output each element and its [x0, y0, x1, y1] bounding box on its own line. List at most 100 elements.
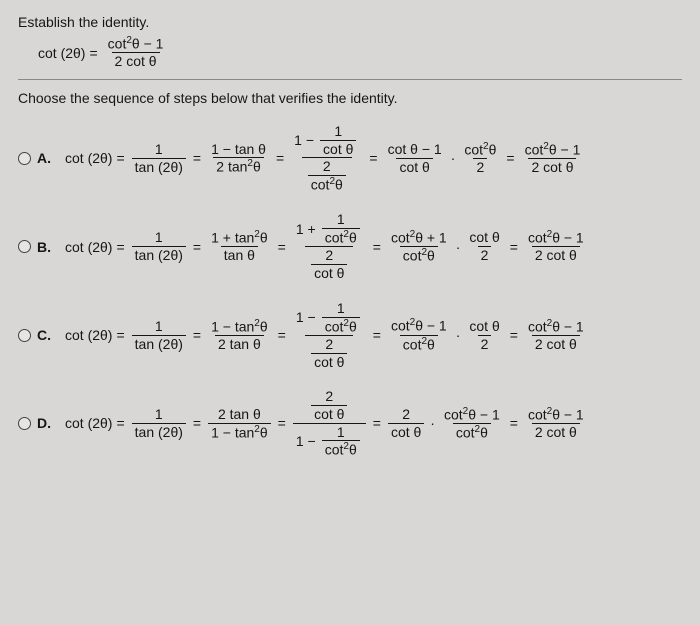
equals-sign: =: [89, 45, 97, 61]
numerator: cot2θ: [461, 142, 499, 158]
fraction: cot θ2: [466, 319, 502, 351]
dot: ·: [430, 415, 435, 431]
step: 1 − tan θ2 tan2θ: [205, 142, 272, 175]
numerator: cot2θ − 1: [441, 407, 503, 423]
numerator: cot2θ − 1: [525, 319, 587, 335]
denominator: tan θ: [221, 246, 258, 263]
equals-sign: =: [278, 327, 286, 343]
numerator: 1 −1cot2θ: [293, 301, 366, 335]
fraction: cot θ − 1cot θ: [385, 142, 445, 174]
step: cot θ − 1cot θ·cot2θ2: [382, 142, 503, 175]
denominator: tan (2θ): [132, 423, 186, 440]
fraction: 1 + tan2θtan θ: [208, 230, 271, 263]
step: cot2θ − 12 cot θ: [519, 142, 587, 175]
numerator: cot2θ − 1: [525, 230, 587, 246]
radio-button[interactable]: [18, 417, 31, 430]
complex-fraction: 1 +1cot2θ2cot θ: [293, 212, 366, 280]
fraction: 1 − tan2θ2 tan θ: [208, 319, 271, 352]
step: 1 −1cot2θ2cot θ: [290, 301, 369, 369]
dot: ·: [456, 239, 461, 255]
denominator: 2cot θ: [305, 246, 353, 280]
radio-button[interactable]: [18, 152, 31, 165]
choice-letter: C.: [37, 327, 51, 343]
fraction: 2cot θ: [388, 407, 424, 439]
fraction: cot2θ − 12 cot θ: [525, 407, 587, 440]
denominator: cot θ: [388, 423, 424, 440]
denominator: cot θ: [311, 405, 347, 422]
numerator: cot2θ + 1: [388, 230, 450, 246]
dot: ·: [451, 150, 456, 166]
fraction: 1tan (2θ): [132, 407, 186, 439]
fraction: cot2θ − 12 cot θ: [525, 230, 587, 263]
fraction: 1tan (2θ): [132, 230, 186, 262]
numerator: 1: [152, 319, 166, 335]
denominator: 2 cot θ: [528, 158, 576, 175]
choice-letter: A.: [37, 150, 51, 166]
numerator: 1 −1cot θ: [291, 124, 362, 157]
step: 1tan (2θ): [129, 142, 189, 174]
step: 2cot θ1 −1cot2θ: [290, 389, 369, 457]
fraction: 2cot θ: [311, 389, 347, 421]
numerator: 1 + tan2θ: [208, 230, 271, 246]
numerator: 2: [320, 159, 334, 175]
choice-letter: B.: [37, 239, 51, 255]
fraction: 1cot2θ: [322, 212, 360, 245]
fraction: 1cot2θ: [322, 425, 360, 458]
statement: Establish the identity.: [18, 14, 682, 30]
choice-expression: cot (2θ)=1tan (2θ)=1 + tan2θtan θ=1 +1co…: [65, 212, 590, 280]
numerator: 1: [152, 142, 166, 158]
choices-list: A.cot (2θ)=1tan (2θ)=1 − tan θ2 tan2θ=1 …: [18, 124, 682, 458]
numerator: cot θ: [466, 230, 502, 246]
fraction: 2cot2θ: [308, 159, 346, 192]
step: 2 tan θ1 − tan2θ: [205, 407, 274, 440]
fraction: 2 tan θ1 − tan2θ: [208, 407, 271, 440]
denominator: 2 cot θ: [532, 246, 580, 263]
page: Establish the identity. cot (2θ) = cot2θ…: [0, 0, 700, 478]
complex-fraction: 1 −1cot θ2cot2θ: [291, 124, 362, 192]
step: 1 +1cot2θ2cot θ: [290, 212, 369, 280]
denominator: 2 tan θ: [215, 335, 264, 352]
fraction: cot2θ + 1cot2θ: [388, 230, 450, 264]
step: 1 + tan2θtan θ: [205, 230, 274, 263]
equals-sign: =: [510, 327, 518, 343]
choice-row: A.cot (2θ)=1tan (2θ)=1 − tan θ2 tan2θ=1 …: [18, 124, 682, 192]
radio-button[interactable]: [18, 240, 31, 253]
equals-sign: =: [373, 415, 381, 431]
identity-num: cot2θ − 1: [105, 36, 167, 52]
denominator: cot2θ: [308, 175, 346, 192]
complex-fraction: 1 −1cot2θ2cot θ: [293, 301, 366, 369]
numerator: 2: [322, 389, 336, 405]
fraction: cot2θ − 1cot2θ: [441, 407, 503, 441]
fraction: 2cot θ: [311, 337, 347, 369]
denominator: cot2θ: [322, 317, 360, 334]
equals-sign: =: [193, 415, 201, 431]
step: cot2θ − 1cot2θ·cot θ2: [385, 318, 506, 352]
choice-row: B.cot (2θ)=1tan (2θ)=1 + tan2θtan θ=1 +1…: [18, 212, 682, 280]
denominator: tan (2θ): [132, 246, 186, 263]
numerator: 1: [152, 407, 166, 423]
identity-den: 2 cot θ: [112, 52, 160, 69]
fraction: 1cot θ: [320, 124, 356, 156]
denominator: cot2θ: [400, 335, 438, 352]
equals-sign: =: [506, 150, 514, 166]
step: 1 − tan2θ2 tan θ: [205, 319, 274, 352]
equals-sign: =: [510, 239, 518, 255]
denominator: 1 −1cot2θ: [293, 423, 366, 458]
fraction: cot2θ − 12 cot θ: [525, 319, 587, 352]
step: cot2θ + 1cot2θ·cot θ2: [385, 230, 506, 264]
identity-lhs: cot (2θ): [38, 45, 85, 61]
numerator: cot2θ − 1: [525, 407, 587, 423]
numerator: 1 +1cot2θ: [293, 212, 366, 246]
radio-button[interactable]: [18, 329, 31, 342]
denominator: cot2θ: [322, 228, 360, 245]
denominator: cot2θ: [400, 246, 438, 263]
choice-expression: cot (2θ)=1tan (2θ)=1 − tan2θ2 tan θ=1 −1…: [65, 301, 590, 369]
choice-row: D.cot (2θ)=1tan (2θ)=2 tan θ1 − tan2θ=2c…: [18, 389, 682, 457]
equals-sign: =: [278, 415, 286, 431]
radio-wrap: C.: [18, 327, 57, 343]
numerator: 1: [334, 212, 348, 228]
fraction: 1tan (2θ): [132, 319, 186, 351]
step: 1tan (2θ): [129, 407, 189, 439]
equals-sign: =: [373, 239, 381, 255]
equals-sign: =: [369, 150, 377, 166]
